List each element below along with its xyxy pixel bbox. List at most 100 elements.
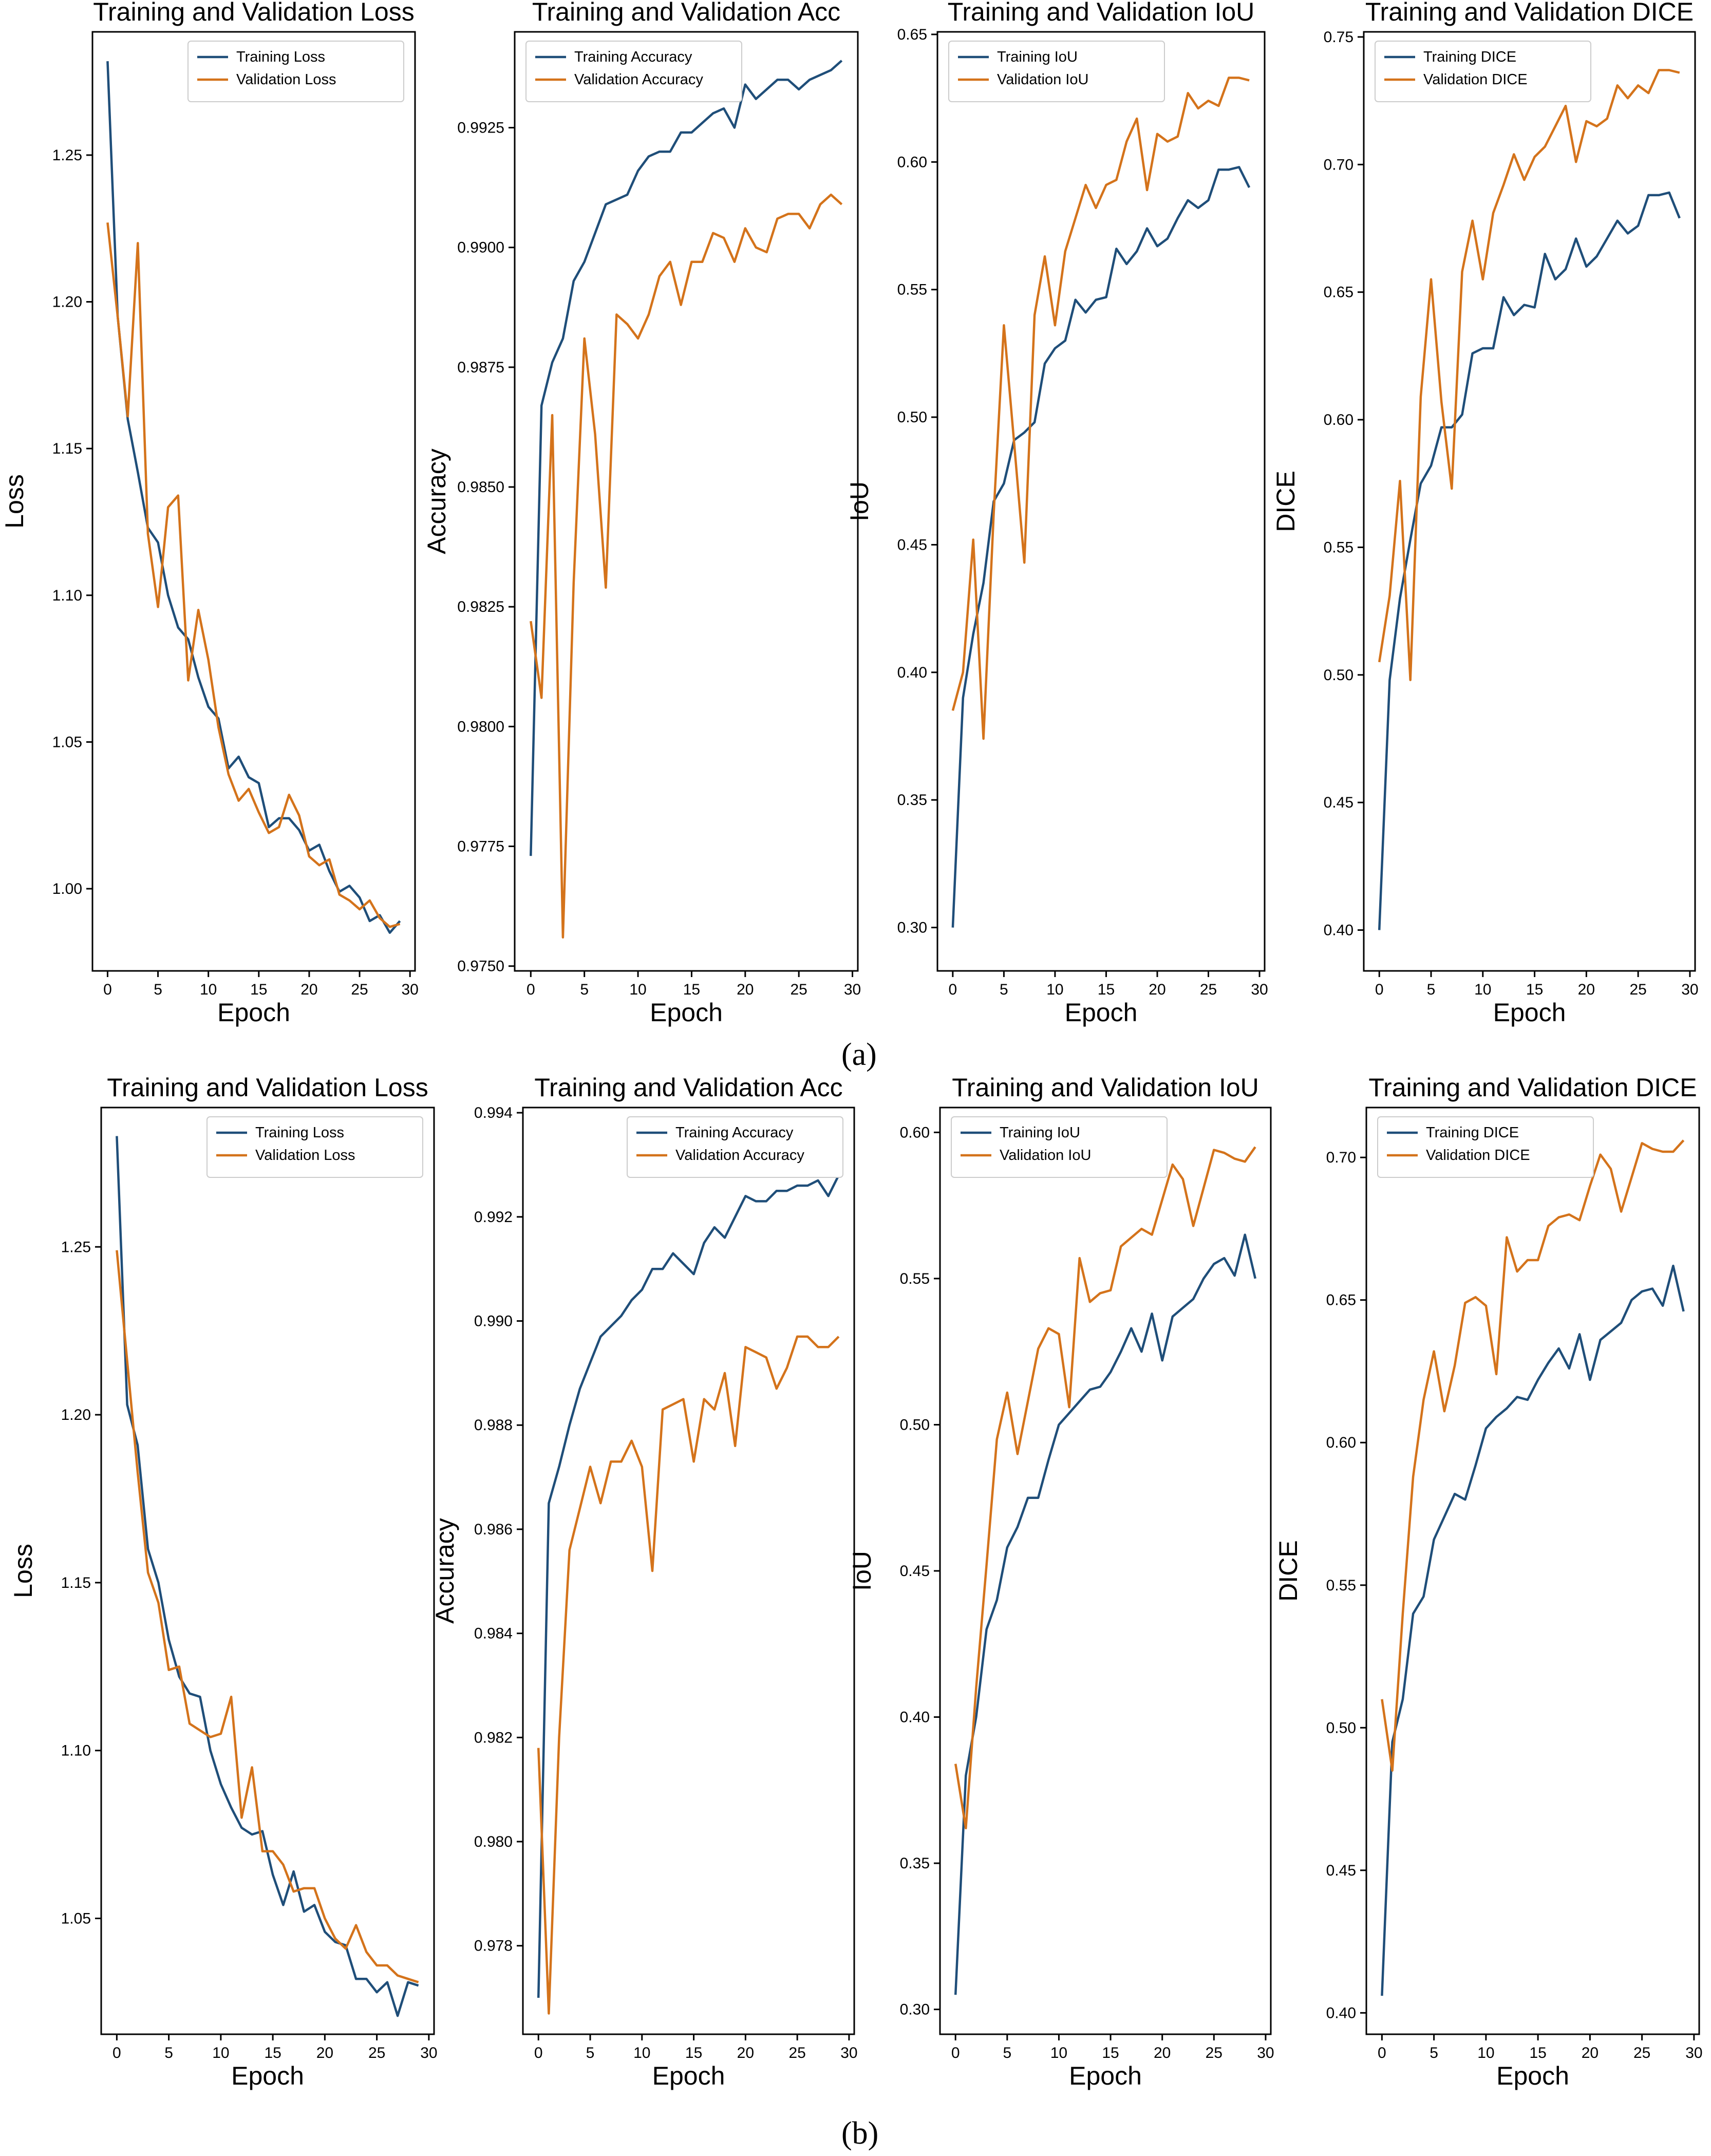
legend-label: Validation DICE — [1423, 71, 1528, 88]
y-tick-label: 0.50 — [1324, 667, 1353, 684]
x-tick-label: 0 — [949, 981, 957, 998]
y-tick-label: 0.980 — [474, 1833, 513, 1850]
y-tick-label: 1.20 — [61, 1407, 91, 1423]
y-tick-label: 1.05 — [61, 1910, 91, 1927]
panel-label-b: (b) — [841, 2116, 879, 2151]
series-line-validation — [530, 193, 843, 939]
x-axis-label: Epoch — [1065, 998, 1138, 1027]
x-tick-label: 20 — [737, 981, 754, 998]
y-tick-label: 0.30 — [897, 920, 927, 936]
x-tick-label: 0 — [527, 981, 535, 998]
x-tick-label: 30 — [840, 2045, 857, 2061]
y-tick-label: 0.45 — [900, 1563, 930, 1580]
x-tick-label: 5 — [1000, 981, 1008, 998]
x-tick-label: 0 — [1375, 981, 1384, 998]
x-tick-label: 15 — [683, 981, 700, 998]
series-line-training — [1378, 191, 1681, 930]
x-tick-label: 25 — [368, 2045, 385, 2061]
legend-label: Training Accuracy — [574, 49, 692, 65]
panel-label-a: (a) — [841, 1037, 877, 1072]
y-axis-label: Accuracy — [422, 448, 451, 554]
chart-a-loss: Training and Validation Loss 0 5 10 15 20 25 30… — [0, 0, 419, 1027]
y-tick-label: 0.988 — [474, 1417, 513, 1434]
y-tick-label: 0.75 — [1324, 29, 1353, 46]
y-tick-label: 0.984 — [474, 1625, 513, 1642]
y-tick-label: 0.9850 — [457, 479, 504, 496]
y-tick-label: 1.15 — [61, 1574, 91, 1591]
chart-title: Training and Validation IoU — [948, 0, 1255, 26]
y-tick-label: 0.55 — [900, 1270, 930, 1287]
y-tick-label: 1.15 — [52, 440, 82, 457]
y-tick-label: 0.60 — [900, 1124, 930, 1141]
y-tick-label: 0.9825 — [457, 598, 504, 615]
y-tick-label: 0.45 — [1324, 794, 1353, 811]
y-tick-label: 0.65 — [1326, 1292, 1356, 1309]
y-axis-label: IoU — [845, 481, 874, 521]
y-tick-label: 0.55 — [1324, 539, 1353, 556]
x-tick-label: 5 — [1003, 2045, 1011, 2061]
x-tick-label: 10 — [200, 981, 217, 998]
x-tick-label: 20 — [1149, 981, 1165, 998]
x-tick-label: 10 — [1474, 981, 1491, 998]
legend-label: Validation IoU — [1000, 1147, 1091, 1164]
legend-label: Training Loss — [255, 1124, 344, 1141]
x-tick-label: 10 — [629, 981, 646, 998]
y-tick-label: 0.50 — [1326, 1719, 1356, 1736]
x-tick-label: 5 — [164, 2045, 173, 2061]
legend-label: Validation Accuracy — [675, 1147, 804, 1164]
y-tick-label: 0.992 — [474, 1209, 513, 1226]
x-tick-label: 10 — [633, 2045, 650, 2061]
y-tick-label: 0.978 — [474, 1938, 513, 1955]
chart-a-dice: Training and Validation DICE 0 5 10 15 20 25 30… — [1271, 0, 1699, 1027]
x-tick-label: 25 — [1633, 2045, 1650, 2061]
legend-label: Training Loss — [236, 49, 325, 65]
series-line-training — [951, 166, 1251, 928]
legend-label: Training IoU — [1000, 1124, 1080, 1141]
y-tick-label: 0.9875 — [457, 359, 504, 376]
y-axis-label: DICE — [1271, 471, 1300, 532]
plot-frame — [939, 1107, 1272, 2035]
legend-box — [1377, 1116, 1594, 1178]
y-tick-label: 0.40 — [1326, 2004, 1356, 2021]
series-line-training — [1381, 1264, 1685, 1996]
x-tick-label: 5 — [154, 981, 162, 998]
y-tick-label: 0.55 — [1326, 1577, 1356, 1594]
series-line-validation — [951, 77, 1250, 740]
x-tick-label: 25 — [1200, 981, 1217, 998]
chart-title: Training and Validation DICE — [1368, 1073, 1697, 1102]
x-tick-label: 5 — [586, 2045, 595, 2061]
y-tick-label: 0.990 — [474, 1313, 513, 1330]
x-tick-label: 20 — [1154, 2045, 1171, 2061]
y-tick-label: 0.35 — [900, 1855, 930, 1872]
legend-label: Training DICE — [1426, 1124, 1519, 1141]
x-tick-label: 5 — [580, 981, 589, 998]
y-tick-label: 1.20 — [52, 294, 82, 311]
x-tick-label: 5 — [1427, 981, 1436, 998]
series-line-validation — [106, 222, 401, 928]
x-tick-label: 15 — [250, 981, 267, 998]
x-tick-label: 5 — [1430, 2045, 1438, 2061]
x-tick-label: 0 — [1378, 2045, 1386, 2061]
x-tick-label: 25 — [1206, 2045, 1223, 2061]
legend-label: Validation DICE — [1426, 1147, 1530, 1164]
y-tick-label: 0.9800 — [457, 718, 504, 735]
x-tick-label: 30 — [1257, 2045, 1274, 2061]
x-tick-label: 15 — [685, 2045, 702, 2061]
y-tick-label: 1.10 — [52, 587, 82, 604]
y-tick-label: 0.55 — [897, 282, 927, 298]
legend-box — [1375, 41, 1591, 102]
y-tick-label: 0.9900 — [457, 239, 504, 256]
series-line-validation — [1378, 69, 1680, 681]
y-tick-label: 1.25 — [52, 147, 82, 164]
x-tick-label: 15 — [1098, 981, 1115, 998]
chart-title: Training and Validation Acc — [532, 0, 840, 26]
x-tick-label: 15 — [1529, 2045, 1546, 2061]
y-tick-label: 1.05 — [52, 734, 82, 751]
y-tick-label: 0.986 — [474, 1521, 513, 1538]
x-tick-label: 20 — [316, 2045, 333, 2061]
y-tick-label: 0.35 — [897, 792, 927, 809]
y-tick-label: 0.70 — [1324, 156, 1353, 173]
x-tick-label: 30 — [420, 2045, 437, 2061]
x-tick-label: 0 — [534, 2045, 543, 2061]
legend-box — [627, 1116, 843, 1178]
